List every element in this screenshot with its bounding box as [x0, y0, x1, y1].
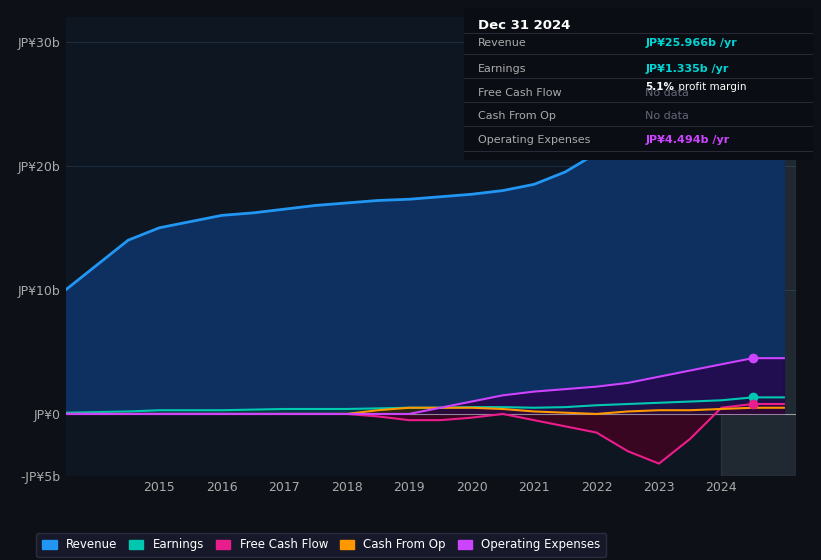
Text: No data: No data	[645, 111, 689, 121]
Text: 5.1%: 5.1%	[645, 82, 674, 92]
Text: Operating Expenses: Operating Expenses	[478, 135, 590, 145]
Text: JP¥25.966b /yr: JP¥25.966b /yr	[645, 38, 737, 48]
Text: Revenue: Revenue	[478, 38, 526, 48]
Text: No data: No data	[645, 88, 689, 98]
Text: JP¥1.335b /yr: JP¥1.335b /yr	[645, 64, 729, 74]
Text: Free Cash Flow: Free Cash Flow	[478, 88, 562, 98]
Legend: Revenue, Earnings, Free Cash Flow, Cash From Op, Operating Expenses: Revenue, Earnings, Free Cash Flow, Cash …	[36, 533, 607, 557]
Text: Dec 31 2024: Dec 31 2024	[478, 19, 571, 32]
Text: Cash From Op: Cash From Op	[478, 111, 556, 121]
Text: JP¥4.494b /yr: JP¥4.494b /yr	[645, 135, 730, 145]
Text: profit margin: profit margin	[675, 82, 746, 92]
Bar	[722, 17, 796, 476]
Text: Earnings: Earnings	[478, 64, 526, 74]
